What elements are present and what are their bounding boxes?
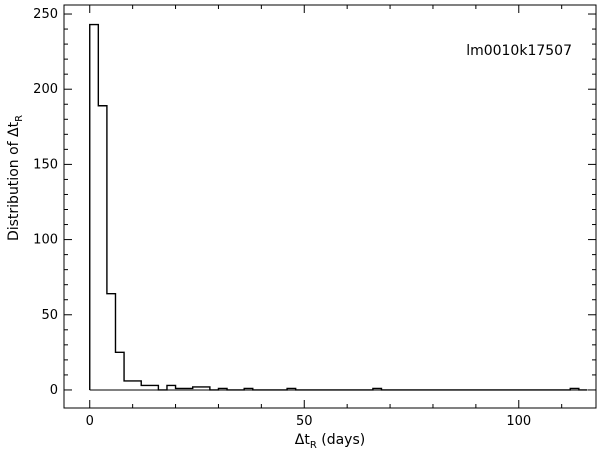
- chart-annotation: lm0010k17507: [466, 43, 572, 59]
- y-axis-label-subscript: R: [14, 115, 25, 122]
- y-tick-label: 150: [33, 157, 58, 172]
- y-tick-label: 0: [50, 383, 58, 398]
- x-tick-label: 100: [506, 414, 531, 429]
- tick-labels: 0 50 100 150 200 250 0 50 100: [33, 7, 531, 429]
- y-tick-label: 100: [33, 233, 58, 248]
- x-tick-label: 50: [296, 414, 313, 429]
- x-axis-label-subscript: R: [310, 440, 317, 451]
- y-axis-label: Distribution of ΔtR: [6, 115, 25, 241]
- x-axis-label-suffix: (days): [317, 432, 365, 448]
- x-tick-label: 0: [86, 414, 94, 429]
- histogram-step-line: [89, 23, 588, 391]
- x-axis-label: ΔtR (days): [295, 432, 365, 451]
- y-tick-label: 50: [41, 308, 58, 323]
- y-tick-label: 200: [33, 82, 58, 97]
- y-axis-label-main: Distribution of Δt: [6, 121, 22, 241]
- y-tick-label: 250: [33, 7, 58, 22]
- plot-frame: [63, 4, 597, 409]
- axis-ticks: [64, 5, 596, 408]
- x-axis-label-main: Δt: [295, 432, 311, 448]
